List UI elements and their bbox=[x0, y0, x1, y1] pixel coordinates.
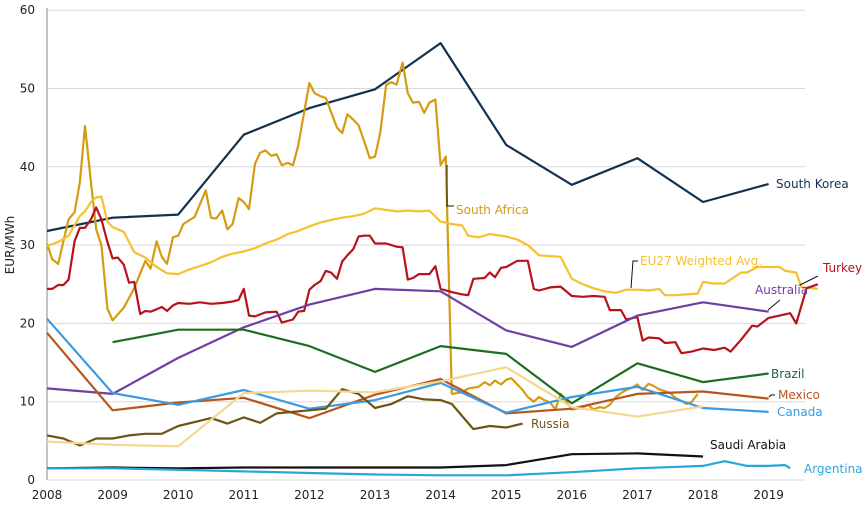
y-tick-label: 20 bbox=[20, 316, 35, 330]
series-line-south-africa bbox=[45, 61, 699, 411]
label-leader-line bbox=[768, 394, 775, 398]
y-axis-label: EUR/MWh bbox=[3, 216, 17, 275]
x-tick-labels: 2008 2009 2010 2011 2012 2013 2014 2015 2016 2017… bbox=[32, 488, 784, 502]
series-label: Turkey bbox=[822, 261, 862, 275]
series-label: South Africa bbox=[456, 203, 529, 217]
series-line-mexico bbox=[46, 332, 769, 420]
series-label: Russia bbox=[531, 417, 570, 431]
x-tick-label: 2009 bbox=[97, 488, 128, 502]
series-label: Australia bbox=[755, 283, 808, 297]
series-line-south-korea bbox=[46, 42, 769, 233]
y-tick-label: 30 bbox=[20, 238, 35, 252]
series-label: Canada bbox=[777, 405, 823, 419]
series-label: South Korea bbox=[776, 177, 849, 191]
y-tick-label: 0 bbox=[27, 473, 35, 487]
gridlines bbox=[47, 9, 805, 481]
x-tick-label: 2008 bbox=[32, 488, 63, 502]
y-tick-label: 50 bbox=[20, 82, 35, 96]
label-leader-line bbox=[630, 260, 638, 289]
x-tick-label: 2015 bbox=[491, 488, 522, 502]
y-tick-label: 60 bbox=[20, 3, 35, 17]
series-line-australia bbox=[46, 287, 769, 395]
series-label: Mexico bbox=[778, 388, 820, 402]
series-line-saudi-arabia bbox=[46, 452, 704, 470]
y-tick-label: 40 bbox=[20, 160, 35, 174]
series-label: Brazil bbox=[771, 367, 805, 381]
series-label: EU27 Weighted Avg. bbox=[640, 254, 762, 268]
x-tick-label: 2012 bbox=[294, 488, 325, 502]
series-line-eu27-weighted-avg bbox=[46, 195, 818, 297]
label-leader-line bbox=[767, 299, 781, 311]
series-labels: South Korea South Africa EU27 Weighted Avg… bbox=[446, 165, 863, 476]
x-tick-label: 2016 bbox=[557, 488, 588, 502]
x-tick-label: 2019 bbox=[753, 488, 784, 502]
series-line-russia-light bbox=[46, 366, 704, 448]
label-leader-line bbox=[446, 165, 454, 207]
x-tick-label: 2014 bbox=[425, 488, 456, 502]
y-tick-labels: 0 10 20 30 40 50 60 bbox=[20, 3, 35, 487]
series-lines bbox=[45, 42, 819, 477]
series-line-argentina bbox=[47, 460, 791, 477]
series-line-russia bbox=[46, 388, 523, 447]
series-line-brazil bbox=[112, 328, 769, 405]
x-tick-label: 2018 bbox=[688, 488, 719, 502]
x-tick-label: 2011 bbox=[229, 488, 260, 502]
x-tick-label: 2010 bbox=[163, 488, 194, 502]
label-leader-line bbox=[799, 275, 819, 286]
x-tick-label: 2013 bbox=[360, 488, 391, 502]
series-label: Saudi Arabia bbox=[710, 438, 786, 452]
series-label: Argentina bbox=[804, 462, 863, 476]
y-tick-label: 10 bbox=[20, 395, 35, 409]
series-line-canada bbox=[46, 317, 769, 414]
series-line-turkey bbox=[47, 206, 819, 355]
x-tick-label: 2017 bbox=[622, 488, 653, 502]
